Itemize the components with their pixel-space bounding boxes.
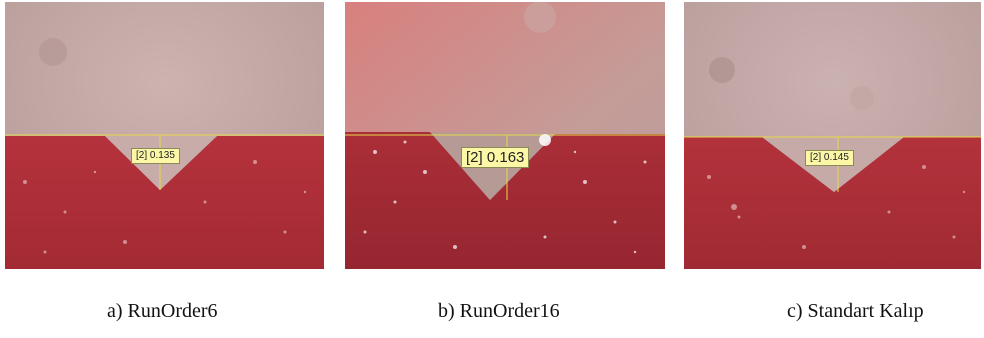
micrograph-a-image <box>5 2 324 269</box>
caption-c: c) Standart Kalıp <box>787 300 924 322</box>
micrograph-b: [2] 0.163 <box>345 2 665 269</box>
measurement-label-c: [2] 0.145 <box>805 150 854 166</box>
micrograph-b-image <box>345 2 665 269</box>
micrograph-c-image <box>684 2 981 269</box>
measurement-label-b: [2] 0.163 <box>461 147 530 168</box>
caption-a: a) RunOrder6 <box>107 300 218 322</box>
measurement-label-a: [2] 0.135 <box>131 148 180 164</box>
caption-b: b) RunOrder16 <box>438 300 560 322</box>
micrograph-c: [2] 0.145 <box>684 2 981 269</box>
micrograph-a: [2] 0.135 <box>5 2 324 269</box>
